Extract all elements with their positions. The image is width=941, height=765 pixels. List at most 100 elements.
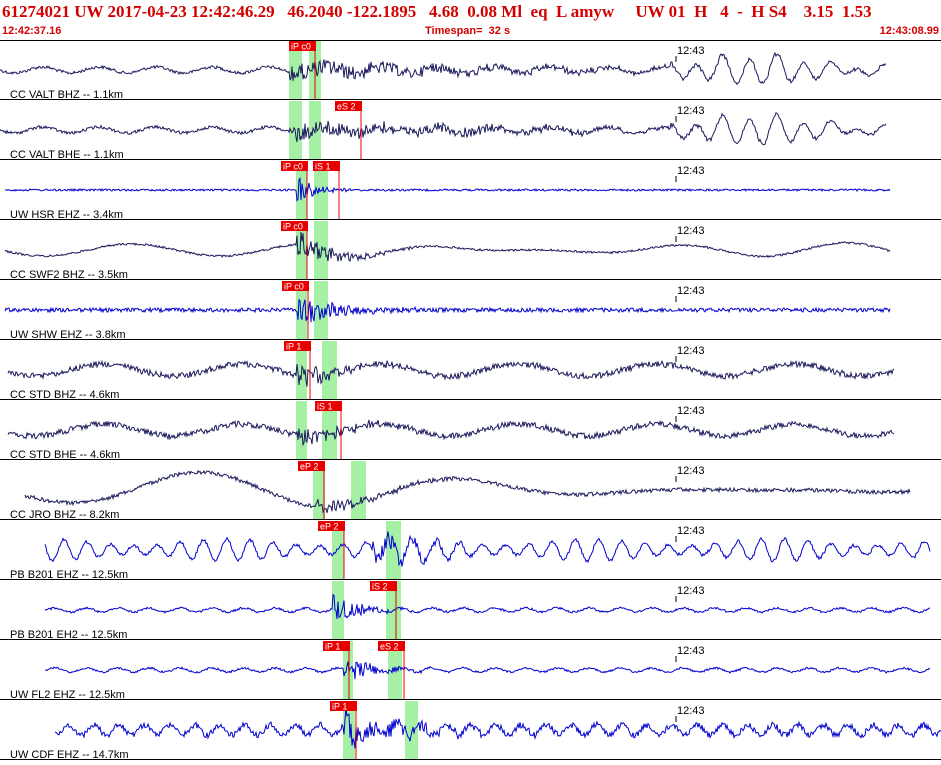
pick-label: iS 2 [372, 582, 388, 592]
station-label: CC STD BHE -- 4.6km [10, 449, 120, 461]
phase-window-band [296, 281, 307, 340]
waveform-trace[interactable] [0, 51, 887, 86]
phase-window-band [322, 401, 337, 460]
pick-label: iS 1 [315, 162, 331, 172]
seismogram-traces[interactable]: iP c0 12:43 CC VALT BHZ -- 1.1km eS 2 12:43 C… [0, 40, 941, 761]
waveform-trace[interactable] [54, 708, 941, 749]
waveform-trace[interactable] [44, 593, 931, 620]
phase-pick-marker[interactable]: iP 1 [284, 341, 311, 400]
pick-label: iP 1 [286, 342, 301, 352]
pick-label: iS 1 [317, 402, 333, 412]
phase-pick-marker[interactable]: eS 2 [335, 101, 362, 160]
phase-pick-marker[interactable]: eP 2 [318, 521, 345, 580]
minute-mark-label: 12:43 [677, 405, 705, 417]
waveform-trace[interactable] [4, 298, 891, 323]
phase-pick-marker[interactable]: iS 1 [313, 161, 340, 220]
event-header: 61274021 UW 2017-04-23 12:42:46.29 46.20… [0, 0, 941, 40]
seismogram-panel[interactable]: iP c0 12:43 CC VALT BHZ -- 1.1km eS 2 12:43 C… [0, 40, 941, 761]
station-label: CC VALT BHZ -- 1.1km [10, 89, 123, 101]
trace-row[interactable]: iS 2 12:43 PB B201 EH2 -- 12.5km [0, 581, 941, 641]
phase-window-band [296, 221, 307, 280]
phase-window-band [314, 281, 328, 340]
pick-label-box [313, 161, 340, 171]
pick-label: eP 2 [300, 462, 318, 472]
pick-label-box [318, 521, 345, 531]
phase-window-band [405, 701, 418, 760]
trace-row[interactable]: iP c0 12:43 UW SHW EHZ -- 3.8km [0, 281, 941, 341]
pick-label-box [298, 461, 325, 471]
pick-label-box [284, 341, 311, 351]
window-end-time: 12:43:08.99 [879, 25, 939, 37]
trace-row[interactable]: eS 2 12:43 CC VALT BHE -- 1.1km [0, 101, 941, 161]
phase-window-band [388, 641, 402, 700]
pick-label: iP c0 [284, 282, 304, 292]
phase-pick-marker[interactable]: iP c0 [282, 281, 309, 340]
phase-pick-marker[interactable]: eS 2 [378, 641, 405, 700]
phase-window-band [332, 521, 344, 580]
pick-label: iP c0 [283, 222, 303, 232]
waveform-trace[interactable] [44, 661, 931, 680]
trace-row[interactable]: iP c0 12:43 CC VALT BHZ -- 1.1km [0, 41, 941, 101]
phase-pick-marker[interactable]: iP 1 [323, 641, 350, 700]
pick-label: iP 1 [332, 702, 347, 712]
phase-window-band [332, 581, 344, 640]
waveform-trace[interactable] [7, 419, 895, 447]
trace-row[interactable]: iP c0 iS 1 12:43 UW HSR EHZ -- 3.4km [0, 161, 941, 221]
pick-label-box [370, 581, 397, 591]
station-label: UW SHW EHZ -- 3.8km [10, 329, 126, 341]
phase-window-band [314, 221, 328, 280]
station-label: CC JRO BHZ -- 8.2km [10, 509, 119, 521]
phase-pick-marker[interactable]: iP c0 [281, 161, 308, 220]
phase-window-band [386, 521, 401, 580]
minute-mark-label: 12:43 [677, 525, 705, 537]
phase-pick-marker[interactable]: iP c0 [289, 41, 316, 100]
pick-label-box [335, 101, 362, 111]
phase-window-band [289, 41, 302, 100]
minute-mark-label: 12:43 [677, 105, 705, 117]
pick-label: eP 2 [320, 522, 338, 532]
station-label: UW FL2 EHZ -- 12.5km [10, 689, 125, 701]
station-label: UW HSR EHZ -- 3.4km [10, 209, 123, 221]
waveform-trace[interactable] [24, 469, 911, 514]
waveform-trace[interactable] [4, 176, 891, 202]
minute-mark-label: 12:43 [677, 45, 705, 57]
minute-mark-label: 12:43 [677, 165, 705, 177]
waveform-trace[interactable] [0, 112, 887, 146]
trace-row[interactable]: eP 2 12:43 CC JRO BHZ -- 8.2km [0, 461, 941, 521]
event-summary-title: 61274021 UW 2017-04-23 12:42:46.29 46.20… [2, 2, 872, 21]
minute-mark-label: 12:43 [677, 645, 705, 657]
phase-window-band [322, 341, 337, 400]
trace-row[interactable]: eP 2 12:43 PB B201 EHZ -- 12.5km [0, 521, 941, 581]
phase-pick-marker[interactable]: iS 2 [370, 581, 397, 640]
station-label: PB B201 EH2 -- 12.5km [10, 629, 127, 641]
minute-mark-label: 12:43 [677, 225, 705, 237]
waveform-trace[interactable] [7, 359, 895, 387]
trace-row[interactable]: iS 1 12:43 CC STD BHE -- 4.6km [0, 401, 941, 461]
phase-pick-marker[interactable]: eP 2 [298, 461, 325, 520]
pick-label: eS 2 [337, 102, 356, 112]
station-label: CC SWF2 BHZ -- 3.5km [10, 269, 128, 281]
station-label: UW CDF EHZ -- 14.7km [10, 749, 129, 760]
phase-pick-marker[interactable]: iP 1 [330, 701, 357, 760]
pick-label-box [281, 161, 308, 171]
pick-label-box [315, 401, 342, 411]
waveform-trace[interactable] [4, 231, 891, 262]
trace-row[interactable]: iP 1 12:43 CC STD BHZ -- 4.6km [0, 341, 941, 401]
minute-mark-label: 12:43 [677, 465, 705, 477]
pick-label-box [378, 641, 405, 651]
phase-window-band [351, 461, 366, 520]
phase-pick-marker[interactable]: iP c0 [281, 221, 308, 280]
window-start-time: 12:42:37.16 [2, 25, 62, 37]
pick-label-box [289, 41, 316, 51]
phase-pick-marker[interactable]: iS 1 [315, 401, 342, 460]
trace-row[interactable]: iP 1 12:43 UW CDF EHZ -- 14.7km [0, 701, 941, 761]
pick-label: iP 1 [325, 642, 340, 652]
timespan-readout: Timespan= 32 s [425, 25, 511, 37]
waveform-trace[interactable] [44, 531, 931, 567]
trace-row[interactable]: iP c0 12:43 CC SWF2 BHZ -- 3.5km [0, 221, 941, 281]
station-label: CC STD BHZ -- 4.6km [10, 389, 119, 401]
station-label: CC VALT BHE -- 1.1km [10, 149, 124, 161]
trace-row[interactable]: iP 1 eS 2 12:43 UW FL2 EHZ -- 12.5km [0, 641, 941, 701]
pick-label: iP c0 [283, 162, 303, 172]
pick-label-box [330, 701, 357, 711]
